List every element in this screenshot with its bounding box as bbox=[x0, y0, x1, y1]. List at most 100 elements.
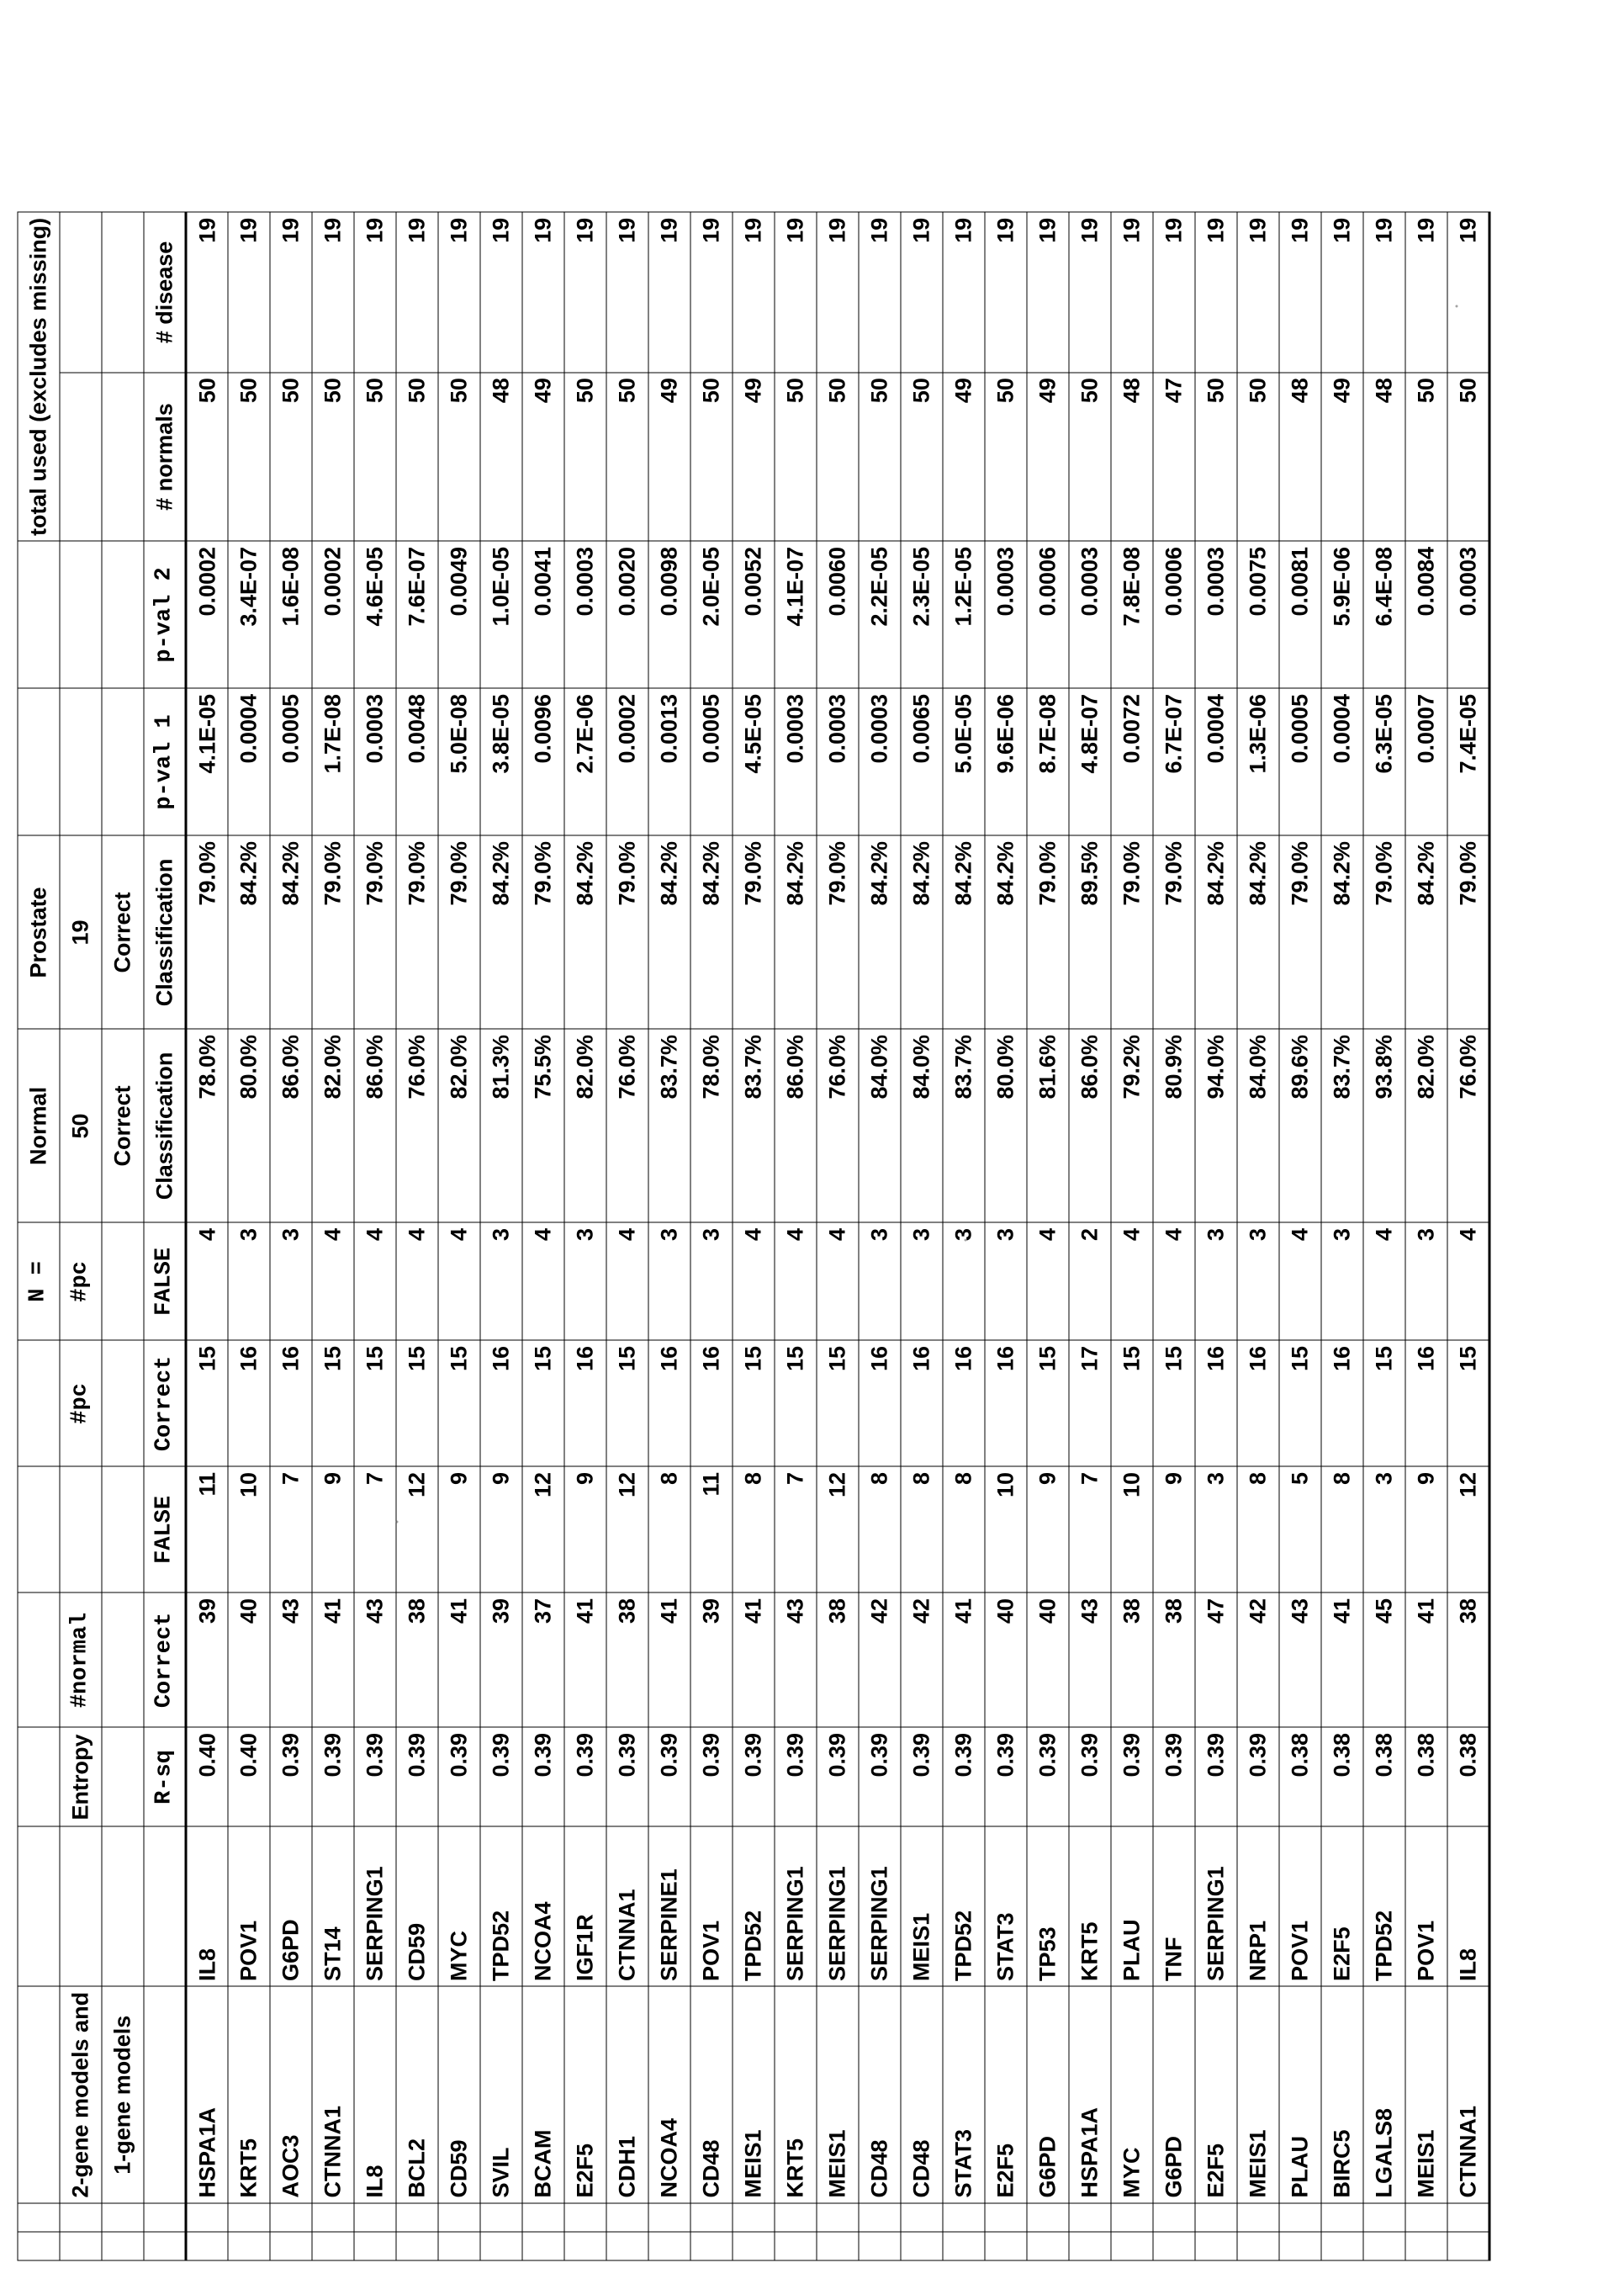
cell-normal-classification: 93.8% bbox=[1362, 1028, 1405, 1222]
row-spacer-cell-1 bbox=[1068, 2231, 1111, 2260]
cell-prostate-classification: 79.0% bbox=[816, 835, 859, 1029]
table-body: HSPA1A IL8 0.40 39 11 15 4 78.0% 79.0% 4.1E-05 0.0… bbox=[185, 211, 1489, 2260]
row-spacer-cell-2 bbox=[563, 2202, 606, 2232]
cell-normal-correct: 38 bbox=[1110, 1592, 1153, 1727]
cell-pval2: 4.6E-05 bbox=[353, 540, 396, 688]
cell-1gene-model: ST14 bbox=[311, 1826, 354, 1986]
cell-2gene-model: CD59 bbox=[437, 1985, 480, 2203]
cell-num-normals: 49 bbox=[1320, 372, 1363, 541]
cell-num-normals: 48 bbox=[1278, 372, 1321, 541]
cell-2gene-model: E2F5 bbox=[1194, 1985, 1237, 2203]
row-spacer-cell-1 bbox=[1404, 2231, 1447, 2260]
row-spacer-cell-1 bbox=[648, 2231, 690, 2260]
cell-1gene-model: NRP1 bbox=[1236, 1826, 1279, 1986]
cell-pc-correct: 15 bbox=[437, 1339, 480, 1466]
row-spacer-cell-1 bbox=[816, 2231, 859, 2260]
row-spacer-cell-2 bbox=[648, 2202, 690, 2232]
cell-pc-false: 3 bbox=[563, 1221, 606, 1340]
header-blank-cell bbox=[101, 2202, 144, 2232]
cell-num-normals: 50 bbox=[395, 372, 438, 541]
cell-normal-correct: 47 bbox=[1194, 1592, 1237, 1727]
cell-num-normals: 50 bbox=[185, 372, 228, 541]
cell-pval1: 6.3E-05 bbox=[1362, 687, 1405, 835]
cell-1gene-model: POV1 bbox=[690, 1826, 733, 1986]
cell-pval1: 4.5E-05 bbox=[732, 687, 775, 835]
cell-num-disease: 19 bbox=[395, 211, 438, 373]
cell-rsq: 0.39 bbox=[648, 1726, 690, 1826]
table-row: CDH1 CTNNA1 0.39 38 12 15 4 76.0% 79.0% 0.0002 0.0… bbox=[606, 211, 648, 2260]
row-spacer-cell-1 bbox=[942, 2231, 985, 2260]
cell-2gene-model: MYC bbox=[1110, 1985, 1153, 2203]
header-blank-cell bbox=[101, 540, 144, 688]
cell-prostate-classification: 84.2% bbox=[1320, 835, 1363, 1029]
cell-pval2: 0.0002 bbox=[185, 540, 228, 688]
cell-2gene-model: HSPA1A bbox=[185, 1985, 228, 2203]
cell-normal-false: 10 bbox=[1110, 1465, 1153, 1592]
cell-pc-correct: 16 bbox=[563, 1339, 606, 1466]
table-row: KRT5 SERPING1 0.39 43 7 15 4 86.0% 84.2% 0.0003 4.… bbox=[774, 211, 817, 2260]
cell-num-disease: 19 bbox=[269, 211, 312, 373]
row-spacer-cell-1 bbox=[1320, 2231, 1363, 2260]
cell-rsq: 0.39 bbox=[1194, 1726, 1237, 1826]
cell-rsq: 0.40 bbox=[185, 1726, 228, 1826]
header-blank-cell bbox=[59, 2202, 102, 2232]
cell-normal-false: 7 bbox=[774, 1465, 817, 1592]
cell-num-disease: 19 bbox=[1152, 211, 1195, 373]
row-spacer-cell-2 bbox=[1236, 2202, 1279, 2232]
cell-num-normals: 50 bbox=[858, 372, 901, 541]
cell-normal-correct: 41 bbox=[732, 1592, 775, 1727]
scan-speck bbox=[964, 1238, 966, 1241]
header-col-gene1 bbox=[143, 1826, 186, 1986]
table-row: LGALS8 TPD52 0.38 45 3 15 4 93.8% 79.0% 6.3E-05 6.… bbox=[1362, 211, 1405, 2260]
cell-prostate-classification: 84.2% bbox=[984, 835, 1027, 1029]
header-col-pval1: p-val 1 bbox=[143, 687, 186, 835]
row-spacer-cell-2 bbox=[1447, 2202, 1489, 2232]
cell-2gene-model: MEIS1 bbox=[816, 1985, 859, 2203]
cell-pc-false: 3 bbox=[900, 1221, 943, 1340]
table-row: BCAM NCOA4 0.39 37 12 15 4 75.5% 79.0% 0.0096 0.00… bbox=[521, 211, 564, 2260]
cell-pval1: 5.0E-08 bbox=[437, 687, 480, 835]
row-spacer-cell-1 bbox=[900, 2231, 943, 2260]
cell-num-normals: 50 bbox=[437, 372, 480, 541]
cell-pc-false: 4 bbox=[395, 1221, 438, 1340]
cell-pval2: 0.0003 bbox=[1068, 540, 1111, 688]
cell-normal-false: 7 bbox=[1068, 1465, 1111, 1592]
header-col-pc-correct: Correct bbox=[143, 1339, 186, 1466]
cell-pval1: 6.7E-07 bbox=[1152, 687, 1195, 835]
cell-pc-false: 4 bbox=[1447, 1221, 1489, 1340]
table-row: BCL2 CD59 0.39 38 12 15 4 76.0% 79.0% 0.0048 7.6E-… bbox=[395, 211, 438, 2260]
cell-prostate-classification: 84.2% bbox=[648, 835, 690, 1029]
cell-normal-correct: 42 bbox=[858, 1592, 901, 1727]
cell-prostate-classification: 89.5% bbox=[1068, 835, 1111, 1029]
cell-pval2: 0.0003 bbox=[984, 540, 1027, 688]
cell-prostate-classification: 84.2% bbox=[900, 835, 943, 1029]
cell-1gene-model: POV1 bbox=[1404, 1826, 1447, 1986]
cell-normal-false: 9 bbox=[1404, 1465, 1447, 1592]
cell-pval1: 0.0002 bbox=[606, 687, 648, 835]
cell-pval2: 0.0060 bbox=[816, 540, 859, 688]
cell-num-disease: 19 bbox=[311, 211, 354, 373]
cell-1gene-model: CD59 bbox=[395, 1826, 438, 1986]
cell-normal-false: 3 bbox=[1362, 1465, 1405, 1592]
header-blank-cell bbox=[17, 1826, 60, 1986]
cell-pval2: 0.0020 bbox=[606, 540, 648, 688]
cell-normal-classification: 83.7% bbox=[732, 1028, 775, 1222]
cell-pc-correct: 15 bbox=[732, 1339, 775, 1466]
header-blank-cell bbox=[17, 1985, 60, 2203]
cell-prostate-classification: 79.0% bbox=[437, 835, 480, 1029]
header-blank-cell bbox=[59, 540, 102, 688]
row-spacer-cell-1 bbox=[1152, 2231, 1195, 2260]
cell-num-disease: 19 bbox=[732, 211, 775, 373]
cell-pc-correct: 15 bbox=[1026, 1339, 1069, 1466]
table-row: CD59 MYC 0.39 41 9 15 4 82.0% 79.0% 5.0E-08 0.0049… bbox=[437, 211, 480, 2260]
cell-normal-classification: 82.0% bbox=[311, 1028, 354, 1222]
cell-pc-correct: 16 bbox=[479, 1339, 522, 1466]
cell-normal-false: 12 bbox=[521, 1465, 564, 1592]
cell-pc-correct: 15 bbox=[185, 1339, 228, 1466]
cell-pc-false: 4 bbox=[1026, 1221, 1069, 1340]
cell-pval1: 0.0072 bbox=[1110, 687, 1153, 835]
cell-rsq: 0.39 bbox=[606, 1726, 648, 1826]
cell-normal-classification: 81.6% bbox=[1026, 1028, 1069, 1222]
